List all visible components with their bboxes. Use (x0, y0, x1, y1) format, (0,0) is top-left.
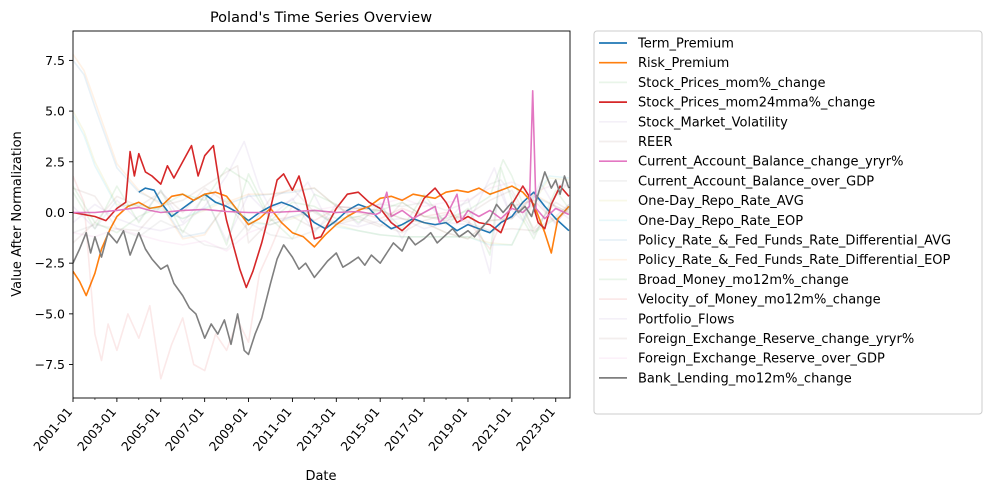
series-line-7 (73, 179, 570, 250)
series-line-3 (73, 144, 570, 289)
legend-label: Bank_Lending_mo12m%_change (638, 371, 852, 386)
legend-label: One-Day_Repo_Rate_EOP (638, 214, 803, 229)
legend-label: Stock_Prices_mom%_change (638, 76, 825, 91)
series-line-5 (73, 165, 570, 244)
legend-label: Portfolio_Flows (638, 312, 735, 327)
series-line-4 (73, 140, 570, 232)
y-tick-label: 2.5 (45, 154, 65, 169)
legend-label: Current_Account_Balance_change_yryr% (638, 155, 903, 170)
series-line-8 (73, 110, 569, 246)
series-line-2 (73, 167, 570, 256)
y-tick-label: 5.0 (45, 104, 65, 119)
series-line-14 (73, 187, 570, 275)
legend-label: REER (638, 135, 673, 150)
chart-title: Poland's Time Series Overview (210, 10, 432, 26)
series-line-15 (73, 187, 570, 244)
legend-label: Risk_Premium (638, 56, 729, 71)
legend-label: Foreign_Exchange_Reserve_change_yryr% (638, 332, 914, 347)
series-line-10 (73, 59, 570, 240)
legend-items: Term_Premium Risk_Premium Stock_Prices_mom… (599, 37, 951, 386)
y-tick-label: 0.0 (45, 205, 65, 220)
series-line-17 (73, 171, 570, 356)
legend-label: Policy_Rate_&_Fed_Funds_Rate_Differentia… (638, 253, 951, 268)
y-tick-label: 7.5 (45, 53, 65, 68)
series-line-1 (73, 185, 570, 297)
legend-label: Stock_Prices_mom24mma%_change (638, 96, 875, 111)
series-line-13 (73, 175, 570, 380)
legend-frame (593, 30, 983, 415)
y-tick-label: −5.0 (35, 306, 65, 321)
y-axis-title: Value After Normalization (10, 131, 25, 297)
legend-label: Broad_Money_mo12m%_change (638, 273, 849, 288)
legend: Term_Premium Risk_Premium Stock_Prices_mom… (593, 30, 983, 415)
y-tick-label: −2.5 (35, 256, 65, 271)
series-line-12 (73, 159, 570, 234)
legend-label: Velocity_of_Money_mo12m%_change (638, 293, 881, 308)
legend-label: Foreign_Exchange_Reserve_over_GDP (638, 352, 885, 367)
series-line-16 (73, 181, 570, 252)
x-axis-title: Date (305, 469, 336, 484)
legend-label: Term_Premium (637, 37, 734, 52)
y-axis: −7.5 −5.0 −2.5 0.0 2.5 5.0 7.5 (35, 53, 73, 372)
y-tick-label: −7.5 (35, 357, 65, 372)
series-layer (73, 53, 570, 380)
plot-frame (72, 30, 571, 399)
series-line-9 (73, 114, 569, 246)
legend-label: Current_Account_Balance_over_GDP (638, 174, 874, 189)
legend-label: Policy_Rate_&_Fed_Funds_Rate_Differentia… (638, 234, 951, 249)
legend-label: Stock_Market_Volatility (638, 115, 788, 130)
legend-label: One-Day_Repo_Rate_AVG (638, 194, 804, 209)
series-line-11 (73, 53, 570, 240)
